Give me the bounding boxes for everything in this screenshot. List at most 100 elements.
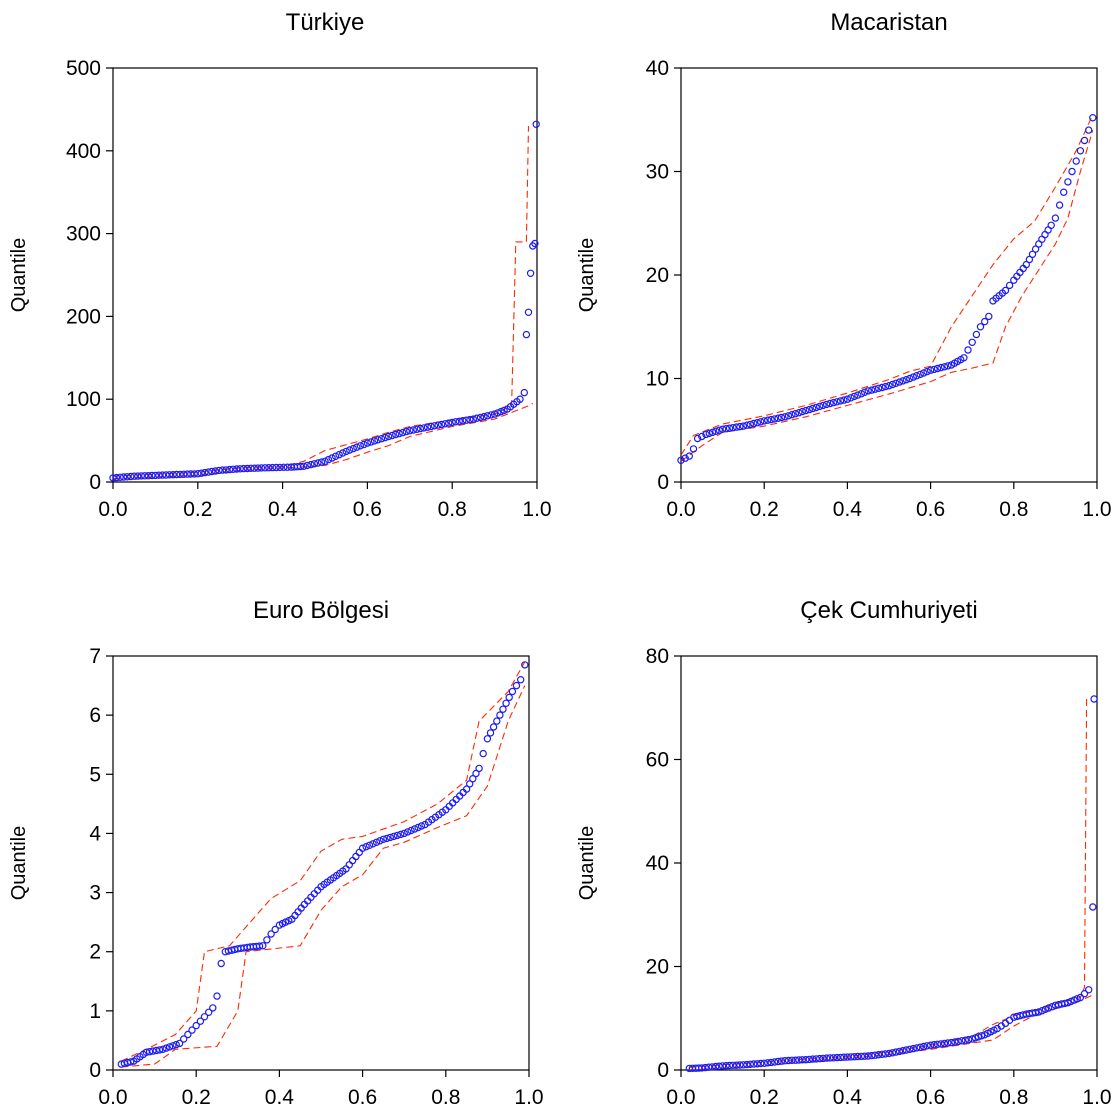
quantile-point (356, 442, 364, 450)
quantile-point (469, 415, 478, 423)
quantile-point (937, 1040, 945, 1048)
quantile-point (367, 438, 375, 446)
quantile-point (358, 844, 367, 852)
quantile-point (314, 459, 322, 467)
quantile-point (169, 1042, 177, 1050)
quantile-point (211, 467, 220, 475)
quantile-point (926, 366, 935, 374)
panel-title: Euro Bölgesi (253, 597, 389, 624)
quantile-point (406, 427, 414, 435)
quantile-point (215, 466, 223, 475)
quantile-point (850, 392, 859, 401)
quantile-point (194, 470, 202, 478)
quantile-point (977, 1032, 986, 1040)
quantile-point (833, 398, 841, 406)
quantile-point (487, 411, 495, 419)
plot-frame (680, 655, 1098, 1071)
y-tick-label: 30 (646, 161, 669, 184)
quantile-point (1084, 126, 1093, 134)
quantile-point (985, 312, 993, 321)
quantile-point (1090, 695, 1098, 703)
quantile-point (243, 464, 251, 473)
quantile-point (145, 1047, 154, 1056)
quantile-point (119, 473, 128, 481)
quantile-point (169, 471, 177, 479)
quantile-point (881, 382, 890, 391)
quantile-point (1038, 1007, 1046, 1015)
quantile-point (708, 1063, 716, 1071)
x-tick-label: 0.6 (348, 1086, 377, 1109)
quantile-point (420, 424, 428, 432)
quantile-point (784, 1056, 793, 1065)
quantile-point (483, 412, 492, 420)
y-tick-label: 0 (89, 471, 101, 494)
quantile-point (802, 406, 810, 415)
quantile-point (1076, 147, 1085, 155)
quantile-point (376, 837, 384, 845)
quantile-point (881, 1050, 890, 1058)
qq-panel-1: Türkiye Quantile 0 100 200 300 400 500 0.0 0.2 0.4… (8, 9, 552, 521)
quantile-point (732, 423, 741, 431)
quantile-point (899, 377, 907, 385)
quantile-point (445, 419, 453, 427)
quantile-point (685, 452, 694, 460)
quantile-point (767, 1058, 775, 1067)
quantile-point (466, 780, 474, 788)
quantile-point (172, 1040, 180, 1049)
quantile-point (384, 432, 393, 441)
y-tick-label: 40 (646, 852, 669, 875)
quantile-point (296, 462, 305, 471)
quantile-point (162, 1044, 170, 1052)
quantile-point (1031, 245, 1040, 253)
quantile-point (791, 1056, 800, 1064)
y-tick-label: 4 (89, 822, 101, 845)
quantile-point (395, 429, 403, 438)
quantile-point (843, 395, 852, 403)
quantile-point (892, 1048, 900, 1056)
quantile-point (913, 372, 921, 380)
quantile-point (736, 422, 744, 431)
quantile-point (144, 472, 152, 480)
quantile-point (1076, 993, 1085, 1002)
quantile-point (871, 1051, 879, 1059)
quantile-point (430, 422, 439, 430)
quantile-point (201, 468, 209, 477)
x-tick-label: 0.6 (916, 1086, 945, 1109)
quantile-point (300, 462, 308, 470)
x-tick-label: 0.8 (999, 1086, 1028, 1109)
quantile-point (693, 434, 702, 443)
quantile-point (816, 402, 824, 411)
quantile-point (816, 1054, 824, 1063)
quantile-point (213, 992, 221, 1000)
quantile-point (352, 852, 360, 861)
quantile-point (112, 473, 121, 482)
quantile-point (469, 775, 477, 783)
y-tick-label: 300 (66, 223, 101, 246)
quantile-point (767, 415, 775, 424)
quantile-point (802, 1055, 810, 1064)
quantile-point (452, 418, 460, 426)
quantile-point (369, 840, 377, 848)
quantile-point (441, 420, 449, 428)
quantile-point (833, 1053, 841, 1062)
quantile-point (864, 387, 872, 395)
quantile-point (1031, 1008, 1040, 1017)
quantile-point (437, 420, 446, 429)
quantile-point (310, 460, 319, 468)
quantile-point (190, 470, 198, 478)
quantile-point (155, 471, 163, 479)
quantile-point (784, 412, 793, 420)
quantile-point (822, 400, 831, 409)
quantile-point (317, 458, 326, 466)
quantile-point (486, 729, 495, 737)
y-tick-label: 0 (657, 1059, 669, 1082)
x-tick-label: 1.0 (1082, 498, 1111, 521)
quantile-point (388, 431, 396, 440)
quantile-point (416, 424, 425, 433)
quantile-point (521, 661, 529, 669)
x-tick-label: 0.8 (438, 498, 467, 521)
quantile-point (353, 443, 361, 451)
quantile-point (229, 465, 237, 473)
quantile-point (729, 1061, 737, 1070)
